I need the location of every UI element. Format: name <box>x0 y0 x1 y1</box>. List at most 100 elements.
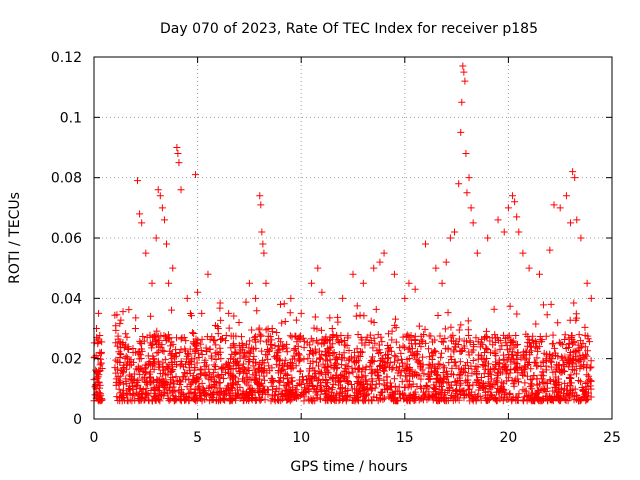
data-point <box>212 378 220 386</box>
data-point <box>225 309 233 317</box>
data-point <box>369 344 377 352</box>
data-point <box>553 361 561 369</box>
data-point <box>311 345 319 353</box>
data-point <box>582 364 590 372</box>
data-point <box>164 394 172 402</box>
data-point <box>549 331 557 339</box>
data-point <box>364 390 372 398</box>
data-point <box>235 341 243 349</box>
data-point <box>433 391 441 399</box>
data-point <box>478 383 486 391</box>
data-point <box>281 356 289 364</box>
data-point <box>243 390 251 398</box>
data-point <box>398 359 406 367</box>
data-point <box>338 389 346 397</box>
data-point <box>252 374 260 382</box>
data-point <box>522 347 530 355</box>
data-point <box>292 316 300 324</box>
data-point <box>547 300 555 308</box>
data-point <box>464 381 472 389</box>
data-point <box>391 352 399 360</box>
data-point <box>294 334 302 342</box>
data-point <box>257 395 265 403</box>
data-point <box>366 362 374 370</box>
data-point <box>557 368 565 376</box>
data-point <box>212 355 220 363</box>
data-point <box>245 367 253 375</box>
data-point <box>521 368 529 376</box>
data-point <box>511 366 519 374</box>
data-point <box>244 394 252 402</box>
data-point <box>473 368 481 376</box>
data-point <box>481 333 489 341</box>
data-point <box>388 327 396 335</box>
data-point <box>136 384 144 392</box>
data-point <box>543 379 551 387</box>
data-point <box>245 356 253 364</box>
data-point <box>527 365 535 373</box>
data-point <box>241 365 249 373</box>
data-point <box>322 351 330 359</box>
data-point <box>561 396 569 404</box>
data-point <box>465 331 473 339</box>
data-point <box>401 294 409 302</box>
data-point <box>256 192 264 200</box>
data-point <box>159 369 167 377</box>
data-point <box>286 309 294 317</box>
data-point <box>310 324 318 332</box>
data-point <box>526 383 534 391</box>
data-point <box>504 374 512 382</box>
data-point <box>399 342 407 350</box>
data-point <box>473 376 481 384</box>
data-point <box>567 387 575 395</box>
data-point <box>514 396 522 404</box>
data-point <box>445 359 453 367</box>
data-point <box>480 382 488 390</box>
data-point <box>182 375 190 383</box>
data-point <box>390 270 398 278</box>
data-point <box>437 349 445 357</box>
data-point <box>322 377 330 385</box>
data-point <box>211 321 219 329</box>
data-point <box>546 246 554 254</box>
data-point <box>138 219 146 227</box>
x-tick-label: 15 <box>396 430 414 446</box>
data-point <box>417 336 425 344</box>
data-point <box>147 373 155 381</box>
data-point <box>352 312 360 320</box>
data-point <box>260 249 268 257</box>
data-point <box>142 385 150 393</box>
data-point <box>410 371 418 379</box>
data-point <box>314 264 322 272</box>
data-point <box>133 378 141 386</box>
data-point <box>321 397 329 405</box>
data-point <box>192 394 200 402</box>
data-point <box>498 342 506 350</box>
data-point <box>212 341 220 349</box>
data-point <box>185 389 193 397</box>
data-point <box>230 340 238 348</box>
data-point <box>510 380 518 388</box>
data-point <box>500 364 508 372</box>
data-point <box>295 357 303 365</box>
data-point <box>205 365 213 373</box>
data-point <box>334 381 342 389</box>
data-point <box>451 392 459 400</box>
data-point <box>135 390 143 398</box>
data-point <box>329 332 337 340</box>
data-point <box>375 349 383 357</box>
data-point <box>434 360 442 368</box>
data-point <box>571 174 579 182</box>
data-point <box>418 366 426 374</box>
data-point <box>290 346 298 354</box>
data-point <box>533 381 541 389</box>
data-point <box>547 357 555 365</box>
data-point <box>219 364 227 372</box>
data-point <box>465 174 473 182</box>
data-point <box>180 334 188 342</box>
data-point <box>492 395 500 403</box>
data-point <box>349 270 357 278</box>
data-point <box>288 333 296 341</box>
data-point <box>562 192 570 200</box>
data-point <box>577 337 585 345</box>
